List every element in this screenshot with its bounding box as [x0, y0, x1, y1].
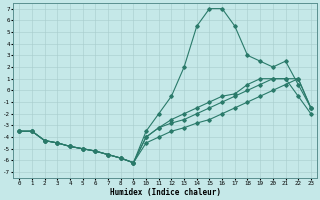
X-axis label: Humidex (Indice chaleur): Humidex (Indice chaleur): [109, 188, 220, 197]
